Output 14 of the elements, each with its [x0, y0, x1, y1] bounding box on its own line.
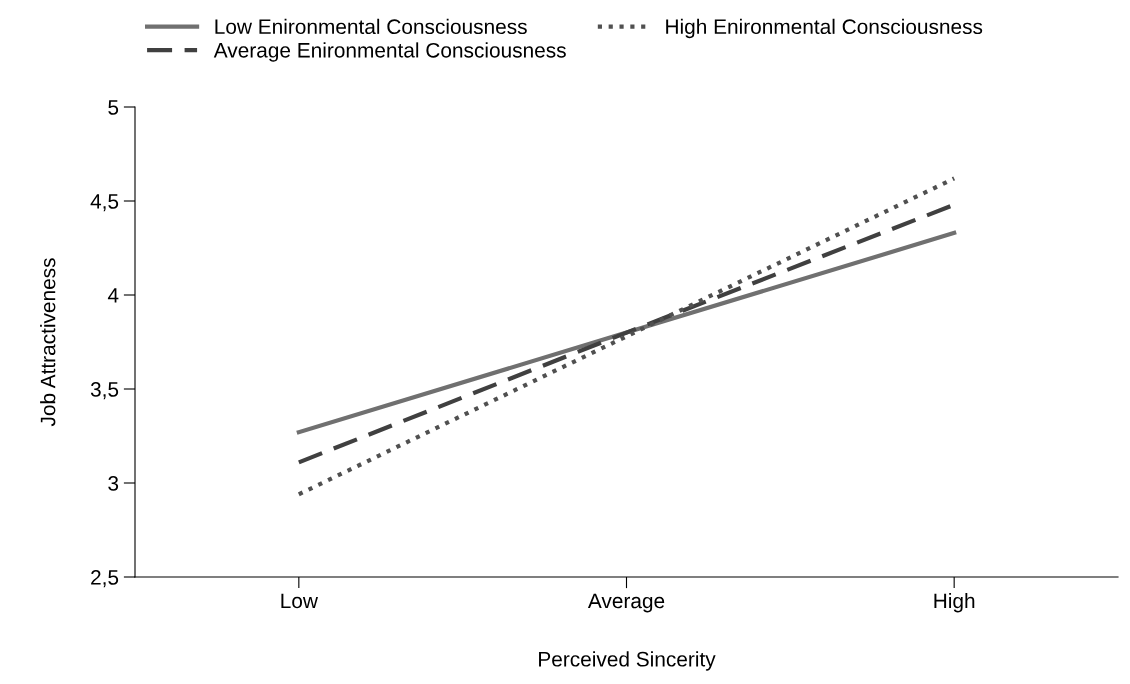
- legend-label: Low Enironmental Consciousness: [215, 18, 527, 35]
- y-axis-title: Job Attractiveness: [40, 258, 56, 427]
- y-tick-label: 3,5: [90, 382, 119, 400]
- x-axis-title: Perceived Sincerity: [539, 651, 716, 671]
- y-tick-label: 2,5: [91, 570, 119, 588]
- y-tick-label: 3: [108, 476, 119, 491]
- y-tick-label: 4,5: [90, 194, 119, 212]
- x-tick-label: High: [934, 592, 975, 613]
- legend-label: Average Enironmental Consciousness: [213, 42, 566, 62]
- x-tick-label: Low: [281, 593, 318, 609]
- y-tick-label: 4: [107, 288, 119, 303]
- y-tick-label: 5: [108, 100, 119, 115]
- legend-label: High Enironmental Consciousness: [666, 18, 983, 39]
- x-tick-label: Average: [587, 593, 665, 613]
